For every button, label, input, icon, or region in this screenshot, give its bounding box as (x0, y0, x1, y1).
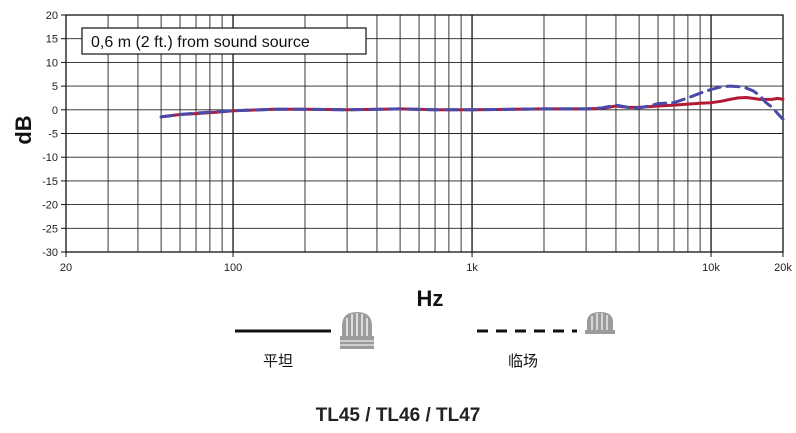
y-tick-label: 10 (46, 57, 58, 69)
y-tick-label: 15 (46, 34, 58, 46)
annotation-box: 0,6 m (2 ft.) from sound source (81, 27, 367, 55)
y-tick-label: -15 (42, 176, 58, 188)
microphone-grille-icon (340, 312, 374, 349)
x-axis-label: Hz (417, 286, 444, 311)
legend (235, 312, 615, 349)
y-tick-label: -20 (42, 200, 58, 212)
x-tick-label: 20 (60, 262, 72, 274)
y-tick-label: 20 (46, 10, 58, 22)
annotation-text: 0,6 m (2 ft.) from sound source (91, 34, 310, 51)
legend-label-presence: 临场 (508, 352, 539, 370)
series-line-presence (159, 84, 785, 121)
x-tick-label: 1k (466, 262, 478, 274)
y-tick-label: 0 (52, 105, 58, 117)
y-axis-label: dB (11, 115, 36, 144)
series-layer (159, 84, 785, 121)
y-tick-label: -10 (42, 152, 58, 164)
microphone-grille-icon (585, 312, 615, 334)
x-tick-label: 10k (702, 262, 720, 274)
x-tick-label: 20k (774, 262, 792, 274)
y-tick-label: -30 (42, 247, 58, 259)
model-title: TL45 / TL46 / TL47 (315, 405, 481, 426)
y-tick-label: -25 (42, 223, 58, 235)
y-tick-label: -5 (48, 129, 58, 141)
legend-label-flat: 平坦 (263, 352, 294, 370)
x-tick-label: 100 (224, 262, 242, 274)
y-tick-label: 5 (52, 81, 58, 93)
